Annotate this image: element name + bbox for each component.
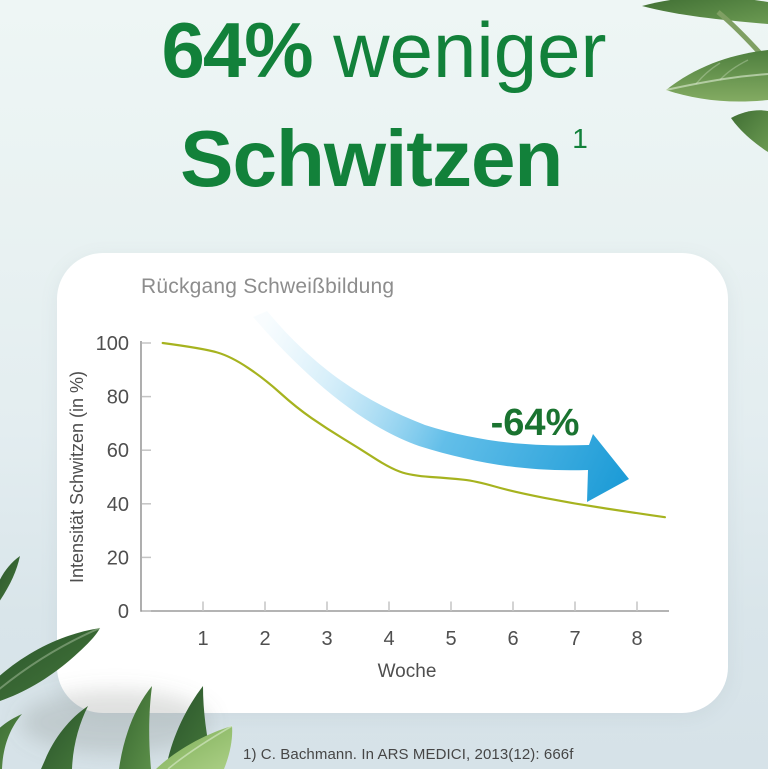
sage-leaf-icon xyxy=(0,556,20,601)
headline-schwitzen: Schwitzen xyxy=(180,114,563,203)
footnote-citation: 1) C. Bachmann. In ARS MEDICI, 2013(12):… xyxy=(243,746,574,763)
annotation-minus-64: -64% xyxy=(491,402,580,444)
y-tick-label: 0 xyxy=(118,601,129,623)
x-tick-label: 6 xyxy=(507,628,518,650)
x-tick-label: 3 xyxy=(321,628,332,650)
y-tick-label: 40 xyxy=(107,494,129,516)
axes xyxy=(140,341,669,612)
sage-leaf-icon xyxy=(0,714,22,769)
x-axis-ticks: 1 2 3 4 5 6 7 8 xyxy=(197,601,643,650)
chart-title: Rückgang Schweißbildung xyxy=(141,275,395,298)
headline-line2: Schwitzen 1 xyxy=(0,94,768,204)
headline-line1: 64% weniger xyxy=(0,6,768,94)
headline-weniger: weniger xyxy=(311,6,607,94)
headline-footnote-marker: 1 xyxy=(572,123,588,154)
y-tick-label: 20 xyxy=(107,547,129,569)
x-tick-label: 1 xyxy=(197,628,208,650)
x-tick-label: 8 xyxy=(631,628,642,650)
decline-arrow-icon xyxy=(253,311,629,502)
y-tick-label: 80 xyxy=(107,387,129,409)
x-tick-label: 7 xyxy=(569,628,580,650)
sage-leaf-icon xyxy=(41,706,88,769)
sage-leaf-icon xyxy=(156,726,233,769)
y-tick-label: 100 xyxy=(96,333,129,355)
x-tick-label: 2 xyxy=(259,628,270,650)
x-tick-label: 4 xyxy=(383,628,394,650)
headline: 64% weniger Schwitzen 1 xyxy=(0,6,768,204)
sweat-intensity-line xyxy=(161,341,666,519)
x-tick-label: 5 xyxy=(445,628,456,650)
headline-percentage: 64% xyxy=(161,6,314,94)
x-axis-label: Woche xyxy=(378,661,437,682)
leaf-midrib xyxy=(167,725,233,769)
y-axis-label: Intensität Schwitzen (in %) xyxy=(67,371,87,583)
y-tick-label: 60 xyxy=(107,440,129,462)
sweat-reduction-chart: -64% 0 20 40 60 80 100 1 2 3 4 5 6 7 8 Intensität Sc… xyxy=(67,311,669,682)
chart-card: Rückgang Schweißbildung -64% 0 20 40 60 80 10… xyxy=(57,253,728,713)
y-axis-ticks: 0 20 40 60 80 100 xyxy=(96,333,151,623)
